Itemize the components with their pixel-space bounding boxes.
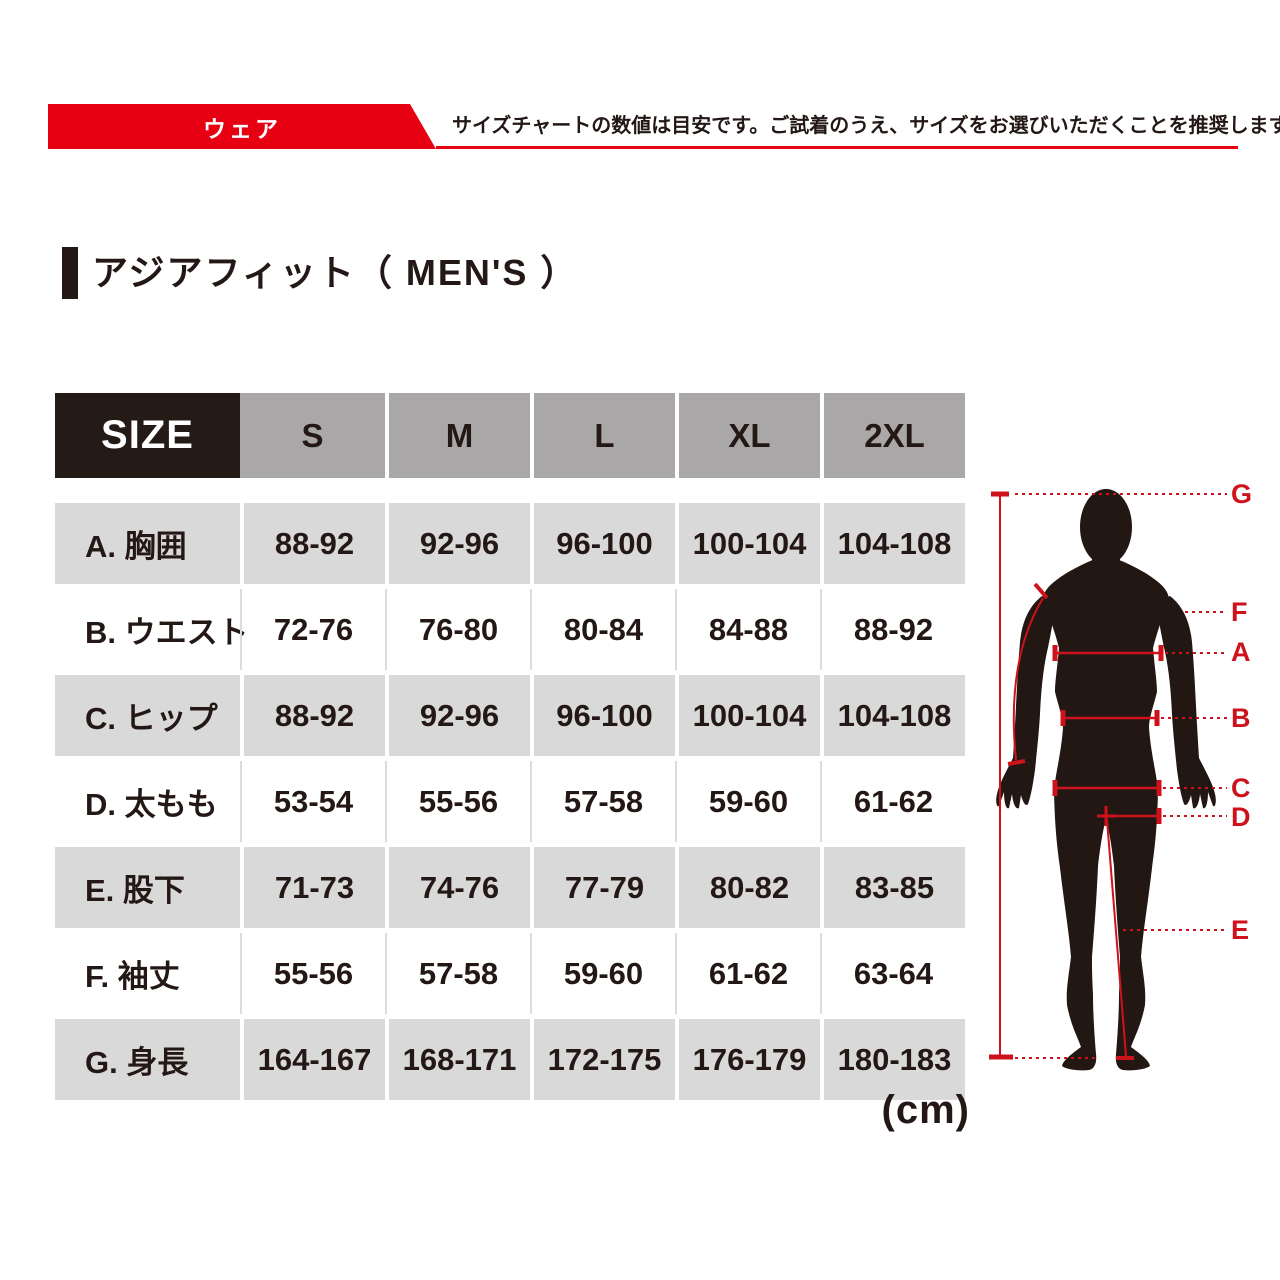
cell-value: 59-60	[530, 933, 675, 1014]
cell-value: 84-88	[675, 589, 820, 670]
diagram-label-g: G	[1231, 479, 1252, 509]
diagram-label-a: A	[1231, 637, 1251, 667]
table-row-sleeve: F. 袖丈 55-56 57-58 59-60 61-62 63-64	[55, 933, 965, 1014]
cell-value: 100-104	[675, 503, 820, 584]
cell-value: 88-92	[820, 589, 965, 670]
column-header-l: L	[530, 393, 675, 478]
cell-value: 71-73	[240, 847, 385, 928]
cell-value: 100-104	[675, 675, 820, 756]
height-measure-line	[989, 491, 1227, 1060]
cell-value: 92-96	[385, 503, 530, 584]
waist-measure-line	[1060, 710, 1227, 726]
column-header-2xl: 2XL	[820, 393, 965, 478]
table-corner-cell: SIZE	[55, 393, 240, 478]
cell-value: 96-100	[530, 675, 675, 756]
diagram-label-c: C	[1231, 773, 1251, 803]
row-label: E. 股下	[85, 873, 185, 908]
cell-value: 88-92	[240, 503, 385, 584]
category-label: ウェア	[203, 115, 281, 142]
table-header-row: SIZE S M L XL 2XL	[55, 393, 965, 478]
cell-value: 55-56	[385, 761, 530, 842]
diagram-label-e: E	[1231, 915, 1249, 945]
cell-value: 172-175	[530, 1019, 675, 1100]
cell-value: 168-171	[385, 1019, 530, 1100]
hip-measure-line	[1052, 780, 1227, 796]
cell-value: 164-167	[240, 1019, 385, 1100]
cell-value: 63-64	[820, 933, 965, 1014]
column-header-s: S	[240, 393, 385, 478]
title-accent-bar	[62, 247, 78, 299]
sleeve-measure-line	[1007, 582, 1049, 766]
cell-value: 76-80	[385, 589, 530, 670]
cell-value: 57-58	[385, 933, 530, 1014]
size-notice-text: サイズチャートの数値は目安です。ご試着のうえ、サイズをお選びいただくことを推奨し…	[452, 115, 1280, 137]
cell-value: 61-62	[675, 933, 820, 1014]
diagram-label-b: B	[1231, 703, 1251, 733]
cell-value: 104-108	[820, 503, 965, 584]
cell-value: 96-100	[530, 503, 675, 584]
header-underline	[436, 146, 1238, 149]
table-row-waist: B. ウエスト 72-76 76-80 80-84 84-88 88-92	[55, 589, 965, 670]
cell-value: 57-58	[530, 761, 675, 842]
cell-value: 176-179	[675, 1019, 820, 1100]
cell-value: 180-183	[820, 1019, 965, 1100]
cell-value: 74-76	[385, 847, 530, 928]
cell-value: 59-60	[675, 761, 820, 842]
cell-value: 92-96	[385, 675, 530, 756]
chest-measure-line	[1052, 645, 1227, 661]
cell-value: 72-76	[240, 589, 385, 670]
body-measurement-diagram: G F A B C D E	[989, 479, 1252, 1071]
table-row-chest: A. 胸囲 88-92 92-96 96-100 100-104 104-108	[55, 498, 965, 589]
page-title: アジアフィット（ MEN'S ）	[92, 252, 579, 293]
table-row-height: G. 身長 164-167 168-171 172-175 176-179 18…	[55, 1014, 965, 1105]
row-label: F. 袖丈	[85, 959, 180, 994]
cell-value: 55-56	[240, 933, 385, 1014]
inseam-measure-line	[1106, 819, 1227, 1060]
row-label: D. 太もも	[85, 787, 218, 822]
row-label: A. 胸囲	[85, 529, 187, 564]
cell-value: 53-54	[240, 761, 385, 842]
table-row-thigh: D. 太もも 53-54 55-56 57-58 59-60 61-62	[55, 761, 965, 842]
category-banner: ウェア	[48, 104, 436, 149]
cell-value: 80-84	[530, 589, 675, 670]
male-body-silhouette	[996, 489, 1216, 1071]
column-header-m: M	[385, 393, 530, 478]
cell-value: 88-92	[240, 675, 385, 756]
cell-value: 104-108	[820, 675, 965, 756]
table-row-hip: C. ヒップ 88-92 92-96 96-100 100-104 104-10…	[55, 670, 965, 761]
row-label: B. ウエスト	[85, 615, 249, 650]
diagram-label-f: F	[1231, 597, 1248, 627]
size-table: SIZE S M L XL 2XL A. 胸囲 88-92 92-96 96-1…	[55, 393, 965, 1105]
row-label: C. ヒップ	[85, 701, 218, 736]
column-header-xl: XL	[675, 393, 820, 478]
row-label: G. 身長	[85, 1045, 189, 1080]
cell-value: 77-79	[530, 847, 675, 928]
cell-value: 83-85	[820, 847, 965, 928]
unit-note: (cm)	[881, 1088, 970, 1132]
table-row-inseam: E. 股下 71-73 74-76 77-79 80-82 83-85	[55, 842, 965, 933]
cell-value: 80-82	[675, 847, 820, 928]
diagram-label-d: D	[1231, 802, 1251, 832]
thigh-measure-line	[1097, 806, 1227, 826]
cell-value: 61-62	[820, 761, 965, 842]
